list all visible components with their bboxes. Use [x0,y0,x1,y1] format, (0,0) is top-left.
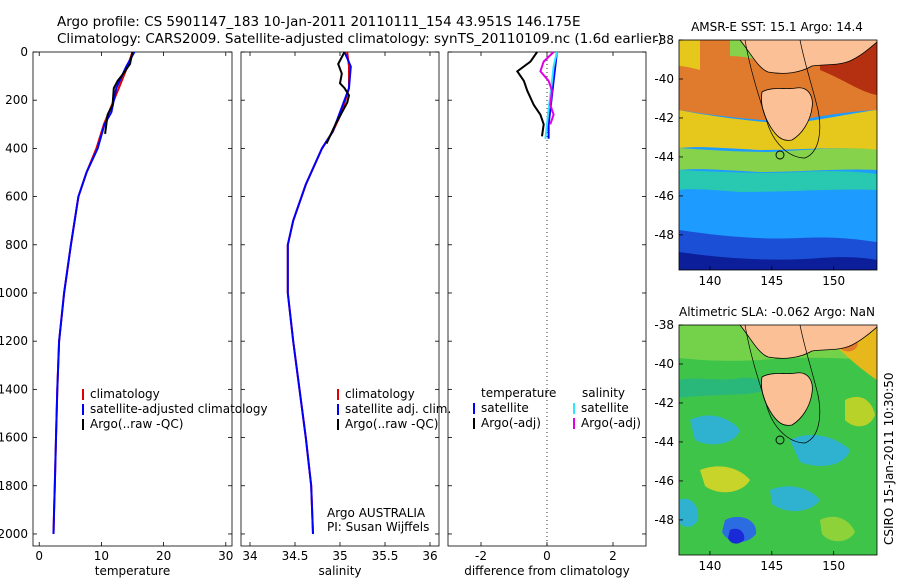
temperature-panel-ytick-label: 1400 [0,382,28,396]
temperature-panel-xtick-label: 30 [218,549,233,563]
legend-header: salinity [582,386,625,400]
temperature-panel-ytick-label: 600 [5,190,28,204]
annotation-text: Argo AUSTRALIA [327,506,426,520]
temperature-panel-ytick-label: 800 [5,238,28,252]
sst-map-ytick-label: -44 [654,150,674,164]
legend-label: climatology [345,387,415,401]
sst-map-coastline [739,40,877,160]
temperature-panel-xtick-label: 0 [35,549,43,563]
sst-map-ytick-label: -40 [654,72,674,86]
temperature-panel-xlabel: temperature [95,564,170,578]
legend-label: satellite adj. clim. [345,402,451,416]
sst-map-xtick-label: 145 [760,274,783,288]
temperature-panel: 0 10 20 30 temperature 0 200 400 600 800 1000 1200 1… [0,45,268,578]
sst-map-xtick-label: 150 [822,274,845,288]
difference-panel-xlabel: difference from climatology [464,564,630,578]
temperature-panel-xtick-label: 20 [156,549,171,563]
difference-panel-xtick-label: 2 [609,549,617,563]
salinity-panel-xtick-label: 36 [422,549,437,563]
sst-map-ytick-label: -48 [654,228,674,242]
sla-map-ytick-label: -38 [654,318,674,332]
sst-map-ytick-label: -38 [654,33,674,47]
sst-map-ytick-label: -46 [654,189,674,203]
sla-map-axes: 140 145 150 -38 -40 -42 -44 -46 -48 [654,318,845,573]
temperature-panel-ytick-label: 1800 [0,479,28,493]
salinity-panel-series-line [325,51,351,145]
sla-map-field [679,325,877,555]
difference-panel-series-line [539,51,555,125]
legend-label: Argo(-adj) [481,416,541,430]
annotation-text: PI: Susan Wijffels [327,520,429,534]
difference-panel-series-line [515,51,545,137]
legend-label: satellite-adjusted climatology [90,402,268,416]
sla-map-xtick-label: 145 [760,559,783,573]
sst-map-ytick-label: -42 [654,111,674,125]
legend-label: Argo(..raw -QC) [90,417,183,431]
legend-header: temperature [481,386,556,400]
temperature-panel-ytick-label: 1200 [0,334,28,348]
difference-panel-series-line [544,51,558,139]
salinity-panel-series-line [286,51,352,535]
sst-map-xtick-label: 140 [698,274,721,288]
legend-label: climatology [90,387,160,401]
temperature-panel-ytick-label: 2000 [0,527,28,541]
legend-label: Argo(..raw -QC) [345,417,438,431]
salinity-panel: 34 34.5 35 35.5 36 salinity climatologysatelli… [240,51,451,578]
sla-map-xtick-label: 150 [822,559,845,573]
sla-map-title: Altimetric SLA: -0.062 Argo: NaN [679,305,875,319]
salinity-panel-xlabel: salinity [318,564,361,578]
temperature-panel-ytick-label: 0 [20,45,28,59]
sst-map-field [679,40,877,270]
legend-label: Argo(-adj) [581,416,641,430]
sla-map-xtick-label: 140 [698,559,721,573]
temperature-panel-series-line [104,51,134,135]
sla-map-panel: Altimetric SLA: -0.062 Argo: NaN 140 145 1… [654,305,878,573]
temperature-panel-series-line [52,51,136,535]
sla-map-coastline [739,325,877,445]
temperature-panel-xtick-label: 10 [94,549,109,563]
sst-map-axes: 140 145 150 -38 -40 -42 -44 -46 -48 [654,33,845,288]
salinity-panel-xtick-label: 35 [332,549,347,563]
sla-map-ytick-label: -46 [654,474,674,488]
profile-panels: 0 10 20 30temperature0200400600800100012001… [0,45,647,578]
legend-label: satellite [581,401,629,415]
temperature-panel-ytick-label: 400 [5,141,28,155]
difference-panel-xtick-label: -2 [475,549,487,563]
temperature-panel-series-line [52,51,134,535]
figure-title-line1: Argo profile: CS 5901147_183 10-Jan-2011… [57,14,580,30]
temperature-panel-ytick-label: 1000 [0,286,28,300]
sla-map-ytick-label: -40 [654,357,674,371]
salinity-panel-xtick-label: 35.5 [372,549,399,563]
sst-map-title: AMSR-E SST: 15.1 Argo: 14.4 [691,20,863,34]
salinity-panel-xtick-label: 34 [242,549,257,563]
temperature-panel-ytick-label: 1600 [0,431,28,445]
difference-panel-xtick-label: 0 [543,549,551,563]
salinity-panel-xtick-label: 34.5 [282,549,309,563]
sla-map-ytick-label: -48 [654,513,674,527]
sst-map-panel: AMSR-E SST: 15.1 Argo: 14.4 140 145 150 -38… [654,20,878,288]
figure-title-line2: Climatology: CARS2009. Satellite-adjuste… [57,31,663,47]
side-timestamp: CSIRO 15-Jan-2011 10:30:50 [882,373,896,545]
salinity-panel-series-line [286,51,350,535]
legend-label: satellite [481,401,529,415]
sla-map-ytick-label: -44 [654,435,674,449]
salinity-panel-frame [240,51,440,547]
temperature-panel-ytick-label: 200 [5,93,28,107]
sla-map-ytick-label: -42 [654,396,674,410]
